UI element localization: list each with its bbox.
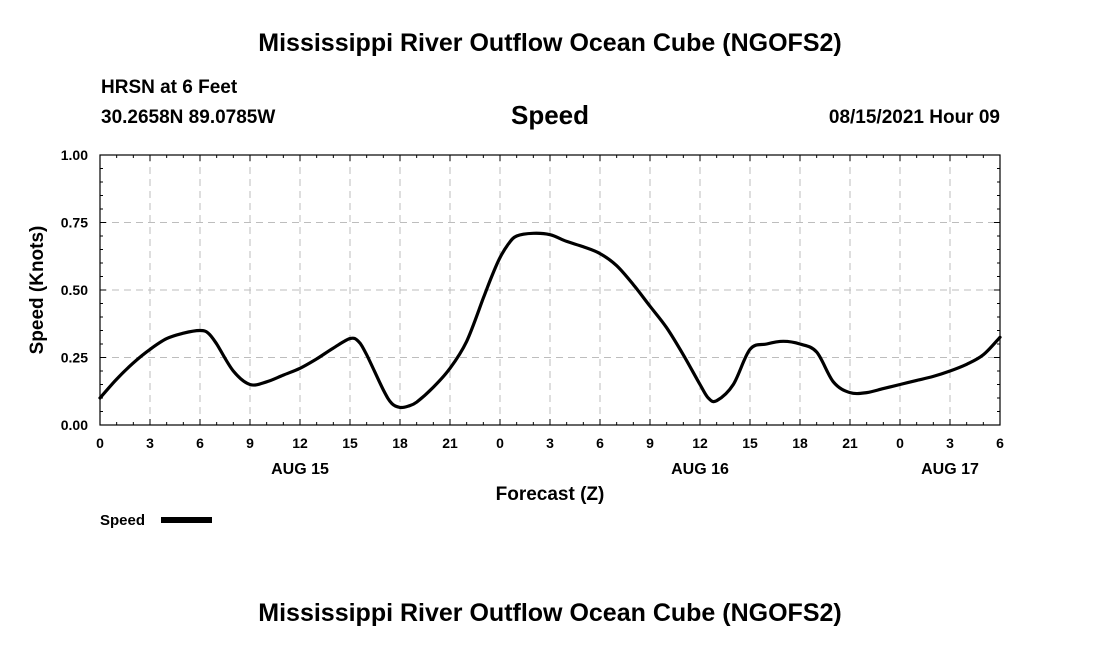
x-tick-label: 0 — [896, 435, 904, 451]
y-tick-label: 0.50 — [61, 282, 88, 298]
station-coordinates: 30.2658N 89.0785W — [101, 107, 276, 128]
forecast-datetime: 08/15/2021 Hour 09 — [828, 107, 1000, 128]
chart-main-title: Mississippi River Outflow Ocean Cube (NG… — [258, 29, 842, 57]
x-tick-label: 9 — [646, 435, 654, 451]
date-label: AUG 17 — [921, 461, 979, 478]
x-tick-label: 9 — [246, 435, 254, 451]
date-label: AUG 16 — [671, 461, 729, 478]
x-tick-label: 18 — [792, 435, 808, 451]
x-tick-label: 6 — [996, 435, 1004, 451]
panel-label: Speed — [510, 100, 590, 130]
x-tick-label: 3 — [546, 435, 554, 451]
x-tick-label: 12 — [692, 435, 708, 451]
date-label: AUG 15 — [271, 461, 329, 478]
x-tick-label: 6 — [596, 435, 604, 451]
y-axis-label: Speed (Knots) — [27, 226, 48, 355]
y-tick-label: 0.00 — [61, 417, 88, 433]
y-tick-label: 0.75 — [61, 215, 88, 231]
y-tick-label: 0.25 — [61, 350, 88, 366]
x-tick-label: 6 — [196, 435, 204, 451]
x-tick-label: 21 — [442, 435, 458, 451]
y-tick-label: 1.00 — [61, 147, 88, 163]
speed-series-line — [98, 231, 1002, 410]
legend-label: Speed — [100, 512, 145, 529]
x-tick-label: 21 — [842, 435, 858, 451]
x-tick-label: 15 — [342, 435, 358, 451]
x-tick-label: 3 — [146, 435, 154, 451]
x-tick-label: 0 — [96, 435, 104, 451]
x-tick-label: 18 — [392, 435, 408, 451]
legend-swatch — [161, 517, 212, 523]
x-axis-label: Forecast (Z) — [496, 484, 605, 505]
x-tick-label: 3 — [946, 435, 954, 451]
chart-footer-title: Mississippi River Outflow Ocean Cube (NG… — [258, 599, 842, 627]
x-tick-label: 12 — [292, 435, 308, 451]
x-tick-label: 15 — [742, 435, 758, 451]
station-label: HRSN at 6 Feet — [101, 77, 238, 98]
x-tick-label: 0 — [496, 435, 504, 451]
